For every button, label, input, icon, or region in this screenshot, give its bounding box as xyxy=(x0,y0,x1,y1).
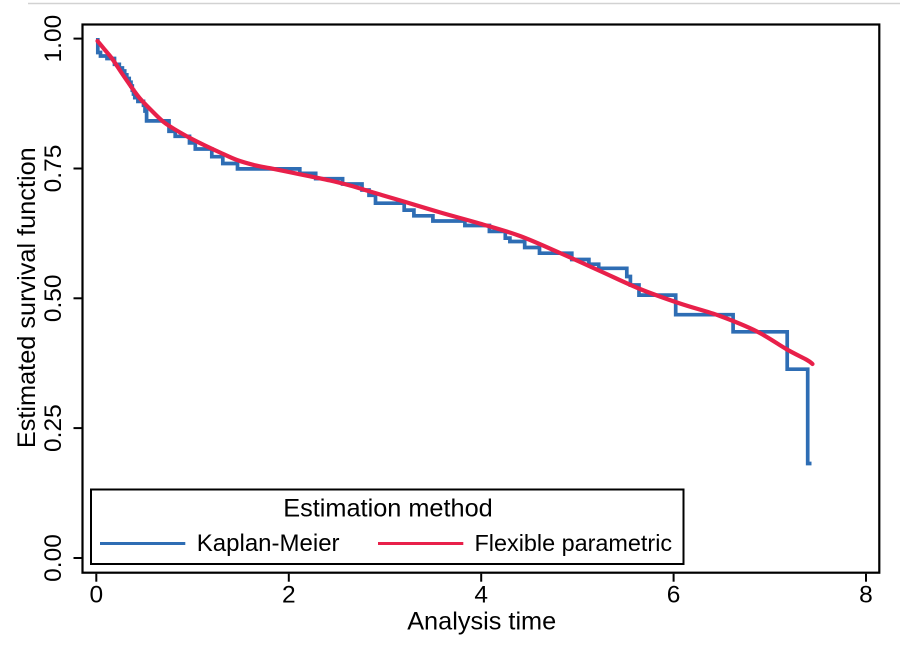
svg-text:Estimated survival function: Estimated survival function xyxy=(13,147,41,448)
svg-text:0.00: 0.00 xyxy=(40,534,67,582)
svg-text:Estimation method: Estimation method xyxy=(283,495,493,523)
svg-text:Analysis time: Analysis time xyxy=(407,607,556,635)
svg-text:8: 8 xyxy=(859,582,873,609)
svg-text:4: 4 xyxy=(474,582,488,609)
svg-text:1.00: 1.00 xyxy=(40,15,67,63)
svg-text:0: 0 xyxy=(89,582,103,609)
svg-text:Kaplan-Meier: Kaplan-Meier xyxy=(197,530,340,557)
svg-text:0.50: 0.50 xyxy=(40,274,67,322)
svg-text:6: 6 xyxy=(667,582,681,609)
svg-text:Flexible parametric: Flexible parametric xyxy=(475,530,673,556)
svg-text:0.75: 0.75 xyxy=(40,145,67,193)
svg-text:0.25: 0.25 xyxy=(40,404,67,452)
svg-text:2: 2 xyxy=(282,582,296,609)
